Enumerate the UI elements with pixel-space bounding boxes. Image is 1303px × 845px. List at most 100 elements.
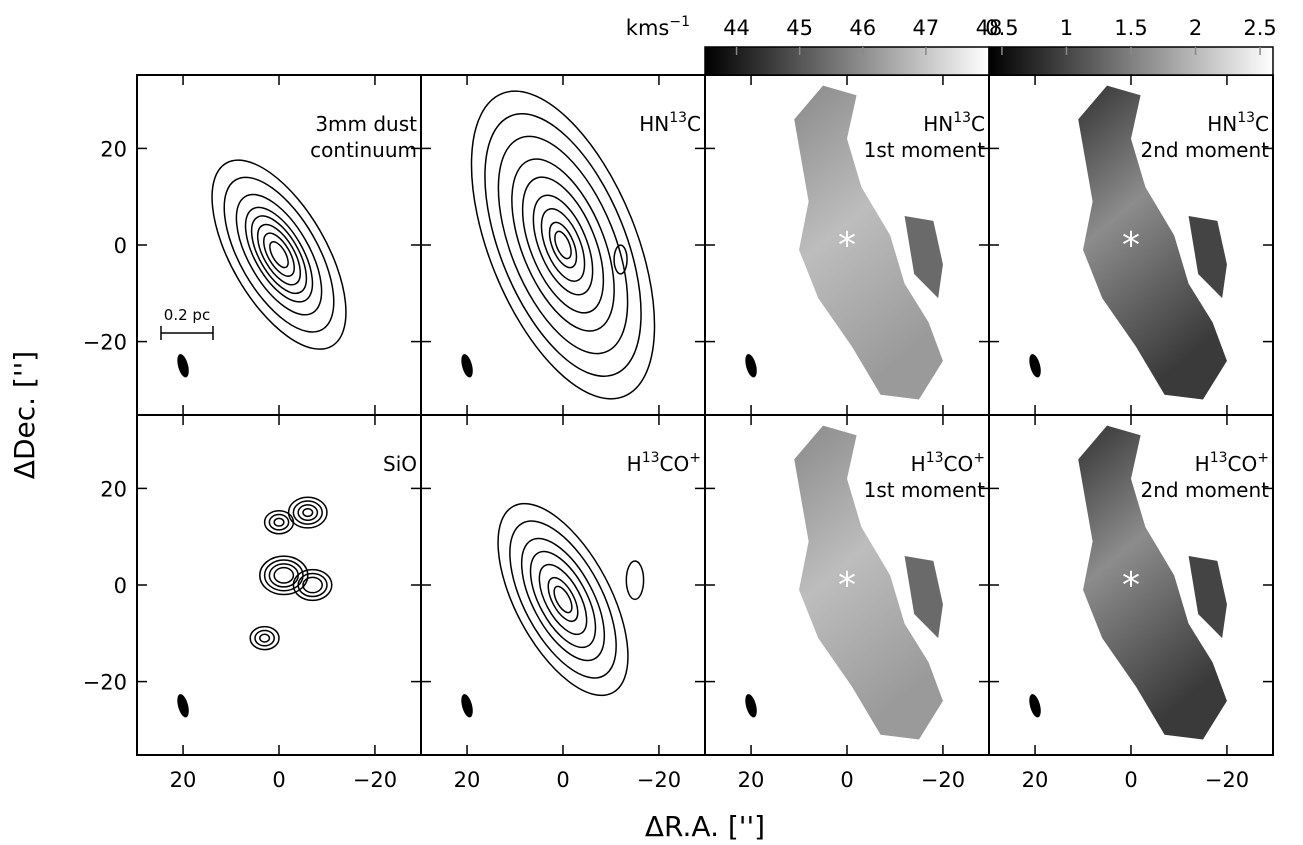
contour <box>273 566 295 584</box>
beam <box>1029 354 1041 378</box>
x-tick-label: 20 <box>738 768 765 792</box>
contour <box>268 513 290 531</box>
contour <box>470 90 656 400</box>
contour <box>273 517 285 527</box>
x-tick-label: −20 <box>637 768 681 792</box>
label-text: HN13C <box>1207 110 1269 136</box>
text-part: 1st moment <box>864 138 986 162</box>
contour <box>521 176 605 314</box>
colorbar-tick-label: 2 <box>1189 16 1202 40</box>
star-marker: * <box>1122 565 1140 606</box>
contour <box>532 194 594 296</box>
beam <box>1029 694 1041 718</box>
text-part: CO <box>944 452 974 476</box>
contour <box>511 158 615 332</box>
contour <box>302 507 314 518</box>
intensity-map <box>794 85 943 400</box>
y-tick-label: 20 <box>100 137 127 161</box>
text-part: C <box>971 112 985 136</box>
colorbar-tick-label: 2.5 <box>1243 16 1276 40</box>
contour <box>287 496 328 529</box>
contour <box>297 504 319 521</box>
text-part: H <box>1195 452 1210 476</box>
text-part: C <box>1255 112 1269 136</box>
intensity-map <box>794 425 943 740</box>
panel: * 20 0 −20 <box>704 414 990 792</box>
y-axis-label: ΔDec. [''] <box>8 351 41 479</box>
contour <box>497 502 629 697</box>
colorbar-tick-label: 46 <box>849 16 876 40</box>
beam <box>177 694 189 718</box>
label-text: 1st moment <box>864 138 986 162</box>
label-text: SiO <box>383 452 417 476</box>
star-marker: * <box>1122 225 1140 266</box>
contour <box>259 555 309 596</box>
text-part: C <box>687 112 701 136</box>
text-part: continuum <box>310 138 417 162</box>
x-tick-label: 20 <box>1022 768 1049 792</box>
beam <box>461 354 473 378</box>
contour <box>256 223 302 286</box>
intensity-map <box>1078 85 1227 400</box>
contour <box>540 208 586 282</box>
label-text: H13CO+ <box>1195 450 1269 476</box>
intensity-map <box>1188 216 1227 299</box>
x-tick-label: −20 <box>921 768 965 792</box>
contour <box>625 560 645 601</box>
colorbar <box>704 46 990 76</box>
contour <box>520 537 606 662</box>
intensity-map <box>904 556 943 639</box>
text-part: 1st moment <box>864 478 986 502</box>
beam <box>177 354 189 378</box>
superscript: + <box>1257 450 1269 466</box>
intensity-map <box>1188 556 1227 639</box>
panel: 20 0 −20 <box>420 414 706 792</box>
colorbar-tick-label: 44 <box>723 16 750 40</box>
colorbar-tick-label: 47 <box>913 16 940 40</box>
text-part: SiO <box>383 452 417 476</box>
contour <box>263 559 304 592</box>
panel: 20 0 −20 20 0 −20 <box>83 414 422 792</box>
contour <box>484 113 642 377</box>
colorbar-tick-label: 48 <box>976 16 1003 40</box>
scale-bar-label: 0.2 pc <box>164 306 210 324</box>
colorbar <box>988 46 1274 76</box>
text-part: HN <box>1207 112 1237 136</box>
contour <box>269 241 289 269</box>
x-tick-label: 0 <box>556 768 569 792</box>
contour <box>250 215 308 295</box>
star-marker: * <box>838 225 856 266</box>
text-part: CO <box>1228 452 1258 476</box>
contour <box>547 576 579 623</box>
contour <box>211 159 347 350</box>
label-text: HN13C <box>639 110 701 136</box>
colorbar-tick-label: 1.5 <box>1114 16 1147 40</box>
x-tick-label: 20 <box>170 768 197 792</box>
x-tick-label: 0 <box>840 768 853 792</box>
text-part: 3mm dust <box>315 112 417 136</box>
label-text: continuum <box>310 138 417 162</box>
beam <box>745 354 757 378</box>
star-marker: * <box>838 565 856 606</box>
text-part: 2nd moment <box>1141 478 1270 502</box>
x-tick-label: 20 <box>454 768 481 792</box>
contour <box>613 244 628 275</box>
contour <box>554 230 572 260</box>
superscript: 13 <box>1210 450 1228 466</box>
contour <box>529 550 597 649</box>
contour <box>263 232 295 277</box>
contour <box>235 193 323 316</box>
label-text: H13CO+ <box>911 450 985 476</box>
label-text: 2nd moment <box>1141 138 1270 162</box>
contour <box>553 585 573 614</box>
colorbar-tick-label: 1 <box>1060 16 1073 40</box>
contour <box>259 633 271 643</box>
contour <box>292 500 323 525</box>
contour <box>509 520 617 679</box>
x-tick-label: 0 <box>1124 768 1137 792</box>
text-part: H <box>627 452 642 476</box>
y-tick-label: 0 <box>114 574 127 598</box>
x-tick-label: 0 <box>272 768 285 792</box>
superscript: + <box>973 450 985 466</box>
text-part: HN <box>923 112 953 136</box>
